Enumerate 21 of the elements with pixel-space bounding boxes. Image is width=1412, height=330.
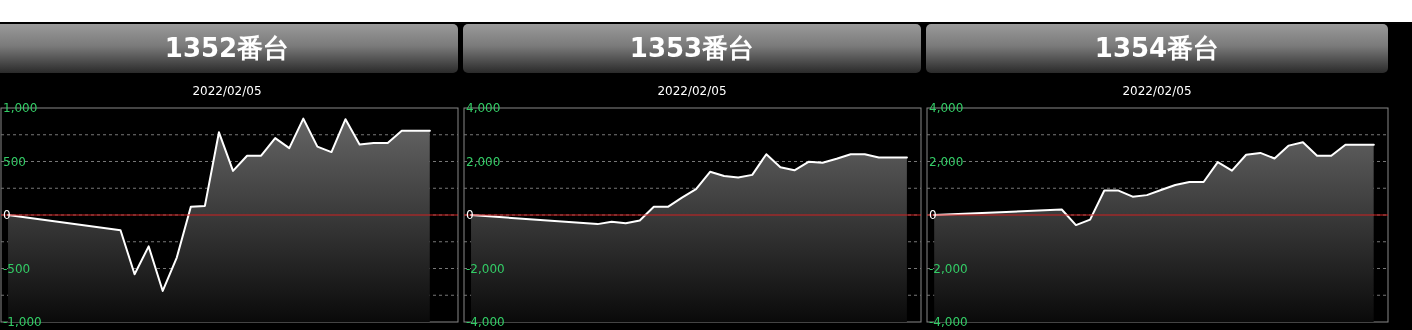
chart-subtitle: 2022/02/05 bbox=[192, 84, 262, 98]
chart-title: 1352番台 bbox=[164, 33, 290, 63]
y-tick-label: -1,000 bbox=[3, 315, 42, 329]
y-tick-label: 0 bbox=[929, 208, 937, 222]
y-tick-label: -4,000 bbox=[466, 315, 505, 329]
y-tick-label: -4,000 bbox=[929, 315, 968, 329]
y-tick-label: -2,000 bbox=[466, 261, 505, 276]
chart-title: 1354番台 bbox=[1094, 33, 1220, 63]
chart-subtitle: 2022/02/05 bbox=[1122, 84, 1192, 98]
chart-title: 1353番台 bbox=[629, 33, 755, 63]
y-tick-label: 4,000 bbox=[466, 101, 501, 115]
y-tick-label: 2,000 bbox=[929, 154, 964, 169]
y-tick-label: 1,000 bbox=[3, 101, 38, 115]
y-tick-label: 0 bbox=[466, 208, 474, 222]
y-tick-label: -500 bbox=[3, 261, 31, 276]
y-tick-label: 500 bbox=[3, 154, 26, 169]
y-tick-label: 0 bbox=[3, 208, 11, 222]
chart-subtitle: 2022/02/05 bbox=[657, 84, 727, 98]
y-tick-label: 4,000 bbox=[929, 101, 964, 115]
y-tick-label: -2,000 bbox=[929, 261, 968, 276]
y-tick-label: 2,000 bbox=[466, 154, 501, 169]
